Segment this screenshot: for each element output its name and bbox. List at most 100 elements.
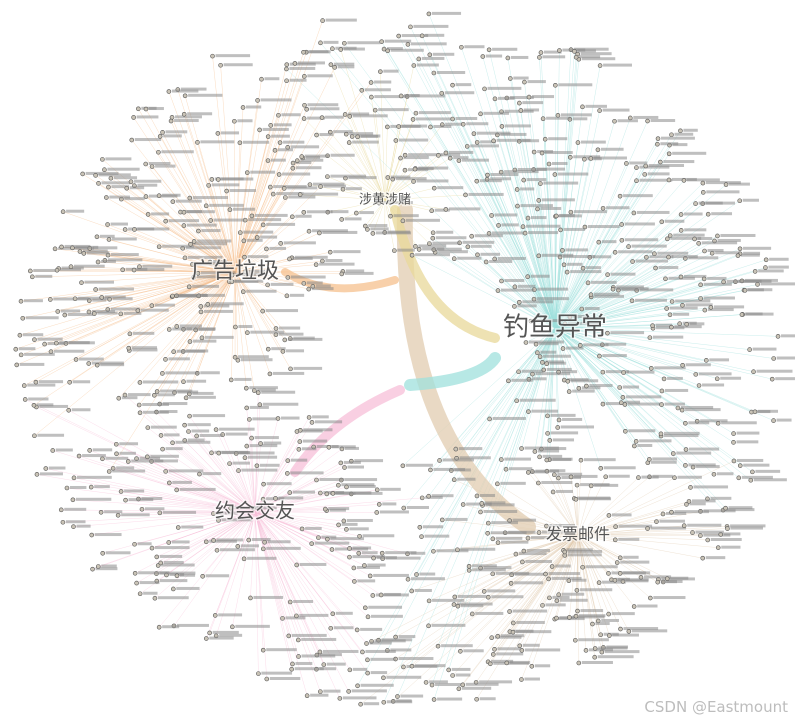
node-label-glyph [560,599,588,602]
node-label-glyph [670,577,688,580]
node-label-glyph [365,88,391,91]
node [373,108,377,112]
node-label-glyph [161,150,193,153]
node [372,556,376,560]
node [328,250,332,254]
node-label-glyph [636,260,668,263]
node [95,235,99,239]
node [375,488,379,492]
node [342,41,346,45]
node [96,260,100,264]
node-label-glyph [466,683,499,686]
node-label-glyph [266,648,296,651]
node [740,313,744,317]
node-label-glyph [659,520,685,523]
node-label-glyph [639,439,671,442]
node-label-glyph [120,452,136,455]
node-label-glyph [289,67,315,70]
node-label-glyph [242,469,278,472]
node-label-glyph [26,316,59,319]
node-label-glyph [601,148,624,151]
node-label-glyph [741,254,760,257]
node [658,160,662,164]
node-label-glyph [462,687,491,690]
node [701,181,705,185]
node [644,255,648,259]
node-label-glyph [374,81,391,84]
node [643,172,647,176]
node-label-glyph [461,604,483,607]
node-label-glyph [323,690,340,693]
node-label-glyph [579,614,605,617]
node [333,65,337,69]
node-label-glyph [487,589,515,592]
node-label-glyph [164,433,179,436]
node-label-glyph [684,212,702,215]
node [301,50,305,54]
node-label-glyph [334,63,354,66]
node-label-glyph [193,414,225,417]
node-label-glyph [415,664,446,667]
node [318,650,322,654]
node [500,124,504,128]
node-label-glyph [562,593,584,596]
node [530,664,534,668]
edges [16,14,778,704]
node-label-glyph [151,426,177,429]
node-label-glyph [233,208,255,211]
node [618,556,622,560]
node [701,556,705,560]
node-label-glyph [593,255,611,258]
node-label-glyph [568,553,602,556]
node-label-glyph [605,650,640,653]
node [189,242,193,246]
node [245,444,249,448]
node-label-glyph [464,45,484,48]
node [204,637,208,641]
node [678,129,682,133]
node-label-glyph [186,380,206,383]
node [209,219,213,223]
node [228,462,232,466]
node-label-glyph [99,288,134,291]
node [541,117,545,121]
node-label-glyph [710,497,731,500]
node [342,519,346,523]
node [264,247,268,251]
node-label-glyph [268,540,291,543]
node [430,683,434,687]
node [725,527,729,531]
node [748,348,752,352]
node [183,256,187,260]
node [622,371,626,375]
node [30,275,34,279]
node [360,650,364,654]
node-label-glyph [305,527,322,530]
node-label-glyph [149,107,164,110]
node [553,173,557,177]
node [738,464,742,468]
node-label-glyph [111,223,128,226]
node-label-glyph [368,224,387,227]
node-label-glyph [748,288,764,291]
node-label-glyph [266,309,298,312]
node [495,482,499,486]
node [217,451,221,455]
node-label-glyph [253,596,283,599]
node [124,498,128,502]
node [232,119,236,123]
node [200,336,204,340]
node [102,168,106,172]
node [544,572,548,576]
node-label-glyph [591,281,617,284]
node [568,155,572,159]
node-label-glyph [674,133,693,136]
node-label-glyph [243,231,273,234]
node [679,212,683,216]
node [109,176,113,180]
node-label-glyph [180,488,216,491]
node [508,77,512,81]
node-label-glyph [595,622,609,625]
node [285,294,289,298]
node [215,548,219,552]
